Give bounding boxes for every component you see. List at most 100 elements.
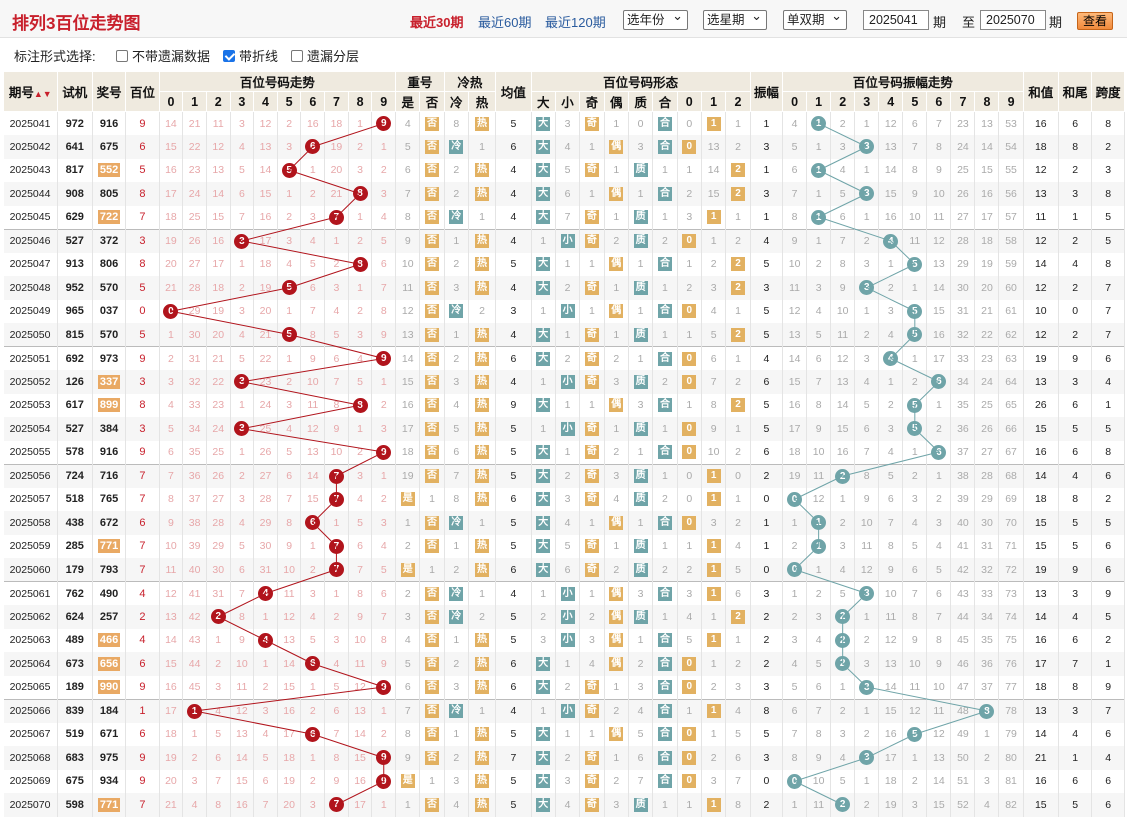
amp-cell: 11 — [830, 323, 856, 347]
to-issue-input[interactable]: 2025070 — [980, 10, 1046, 30]
hundreds-cell: 0 — [125, 299, 160, 323]
prize-number-cell: 716 — [92, 463, 127, 488]
prize-number-cell: 765 — [92, 487, 127, 511]
trend-cell: 9 — [300, 346, 326, 370]
link-recent-30[interactable]: 最近30期 — [410, 15, 464, 30]
hit-ball: 6 — [305, 139, 321, 155]
mod3-cell: 2 — [725, 605, 751, 629]
hundreds-cell: 7 — [125, 793, 160, 817]
trend-cell: 1 — [300, 158, 326, 182]
hit-block: 热 — [475, 539, 490, 554]
prime-cell: 质 — [628, 158, 654, 182]
trend-cell: 28 — [182, 276, 207, 300]
test-number-cell: 617 — [57, 393, 93, 417]
prime-cell: 3 — [628, 393, 654, 417]
link-recent-120[interactable]: 最近120期 — [545, 15, 606, 30]
amp-cell: 35 — [950, 393, 976, 417]
prize-number-cell: 916 — [92, 440, 127, 464]
trend-digit-header: 0 — [158, 91, 184, 112]
trend-cell: 1 — [348, 276, 373, 300]
composite-cell: 合 — [652, 722, 678, 746]
hit-block: 热 — [475, 351, 490, 366]
hit-block: 大 — [536, 398, 551, 413]
trend-cell: 6 — [371, 252, 397, 276]
amplitude-cell: 6 — [750, 440, 784, 464]
dup-no-cell: 否 — [419, 228, 445, 253]
trend-cell: 15 — [348, 746, 373, 770]
even-cell: 2 — [604, 558, 629, 582]
option-no-miss-data[interactable]: 不带遗漏数据 — [116, 46, 210, 65]
hit-block: 冷 — [449, 304, 464, 319]
option-layer[interactable]: 遗漏分层 — [291, 46, 359, 65]
big-cell: 大 — [531, 135, 556, 159]
mod3-cell: 2 — [725, 323, 751, 347]
odd-cell: 奇 — [579, 487, 605, 511]
amplitude-cell: 3 — [750, 581, 784, 605]
odd-cell: 1 — [579, 252, 605, 276]
hundreds-cell: 9 — [125, 675, 160, 699]
trend-cell: 6 — [230, 182, 255, 206]
sum-tail-cell: 4 — [1058, 463, 1093, 488]
table-row: 2025045 629 722 7 18 25 15 7 16 2 3 7 1 4 8 否冷 1 4 大 7 奇 1 质 1 3… — [3, 205, 1125, 229]
from-issue-input[interactable]: 2025041 — [863, 10, 929, 30]
sum-tail-cell: 9 — [1058, 558, 1093, 582]
checkbox-line[interactable] — [223, 49, 235, 62]
amp-cell: 2 — [878, 276, 904, 300]
trend-cell: 1 — [371, 698, 397, 723]
hit-block: 质 — [633, 609, 648, 624]
sum-tail-cell: 5 — [1058, 793, 1093, 817]
dup-no-cell: 否 — [419, 463, 445, 488]
weekday-select[interactable]: 选星期 — [703, 7, 767, 30]
mod3-cell: 1 — [701, 628, 727, 652]
checkbox-no-miss[interactable] — [116, 49, 128, 62]
amplitude-cell: 3 — [750, 182, 784, 206]
query-button[interactable]: 查看 — [1077, 12, 1113, 30]
sum-tail-cell: 1 — [1058, 205, 1093, 229]
prime-cell: 0 — [628, 111, 654, 135]
amp-cell: 14 — [878, 158, 904, 182]
mod3-cell: 3 — [725, 675, 751, 699]
form-sub-header: 2 — [725, 91, 751, 112]
prize-number-cell: 552 — [92, 158, 127, 182]
span-cell: 7 — [1091, 323, 1125, 347]
amp-cell: 26 — [950, 182, 976, 206]
hit-block: 奇 — [584, 327, 599, 342]
hit-block: 0 — [682, 680, 697, 694]
year-select[interactable]: 选年份 — [623, 7, 688, 30]
table-row: 2025043 817 552 5 16 23 13 5 14 5 1 20 3 2 6 否 2 热 4 大 5 奇 1 质 1… — [3, 158, 1125, 182]
even-cell: 3 — [604, 463, 629, 488]
link-recent-60[interactable]: 最近60期 — [478, 15, 532, 30]
amp-cell: 4 — [830, 558, 856, 582]
amp-cell: 2 — [830, 793, 856, 817]
trend-cell: 13 — [206, 158, 231, 182]
cold-cell: 3 — [444, 276, 469, 300]
hit-block: 0 — [682, 234, 697, 248]
hot-cell: 热 — [468, 534, 497, 558]
hit-block: 2 — [731, 327, 745, 342]
span-cell: 4 — [1091, 370, 1125, 394]
trend-cell: 31 — [253, 558, 278, 582]
trend-cell: 28 — [253, 487, 278, 511]
amp-cell: 79 — [998, 722, 1024, 746]
trend-cell: 12 — [230, 698, 255, 723]
hot-cell: 2 — [468, 299, 497, 323]
amp-cell: 60 — [998, 276, 1024, 300]
trend-cell: 12 — [348, 675, 373, 699]
prize-number-cell: 973 — [92, 346, 127, 370]
trend-cell: 7 — [277, 487, 302, 511]
prize-number-cell: 184 — [92, 698, 127, 723]
hot-cell: 1 — [468, 511, 497, 535]
table-row: 2025053 617 899 8 4 33 23 1 24 3 11 8 8 2 16 否 4 热 9 大 1 1 偶 3 合… — [3, 393, 1125, 417]
trend-cell: 29 — [253, 511, 278, 535]
col-issue[interactable]: 期号▲▼ — [3, 71, 58, 112]
trend-cell: 20 — [206, 323, 231, 347]
amp-cell: 7 — [806, 370, 832, 394]
trend-cell: 5 — [230, 158, 255, 182]
amp-cell: 2 — [878, 393, 904, 417]
odd-even-select[interactable]: 单双期 — [783, 7, 847, 30]
option-line[interactable]: 带折线 — [223, 46, 278, 65]
checkbox-layer[interactable] — [291, 49, 303, 62]
trend-cell: 2 — [253, 675, 278, 699]
amp-cell: 1 — [926, 463, 952, 488]
avg-cell: 4 — [495, 323, 532, 347]
